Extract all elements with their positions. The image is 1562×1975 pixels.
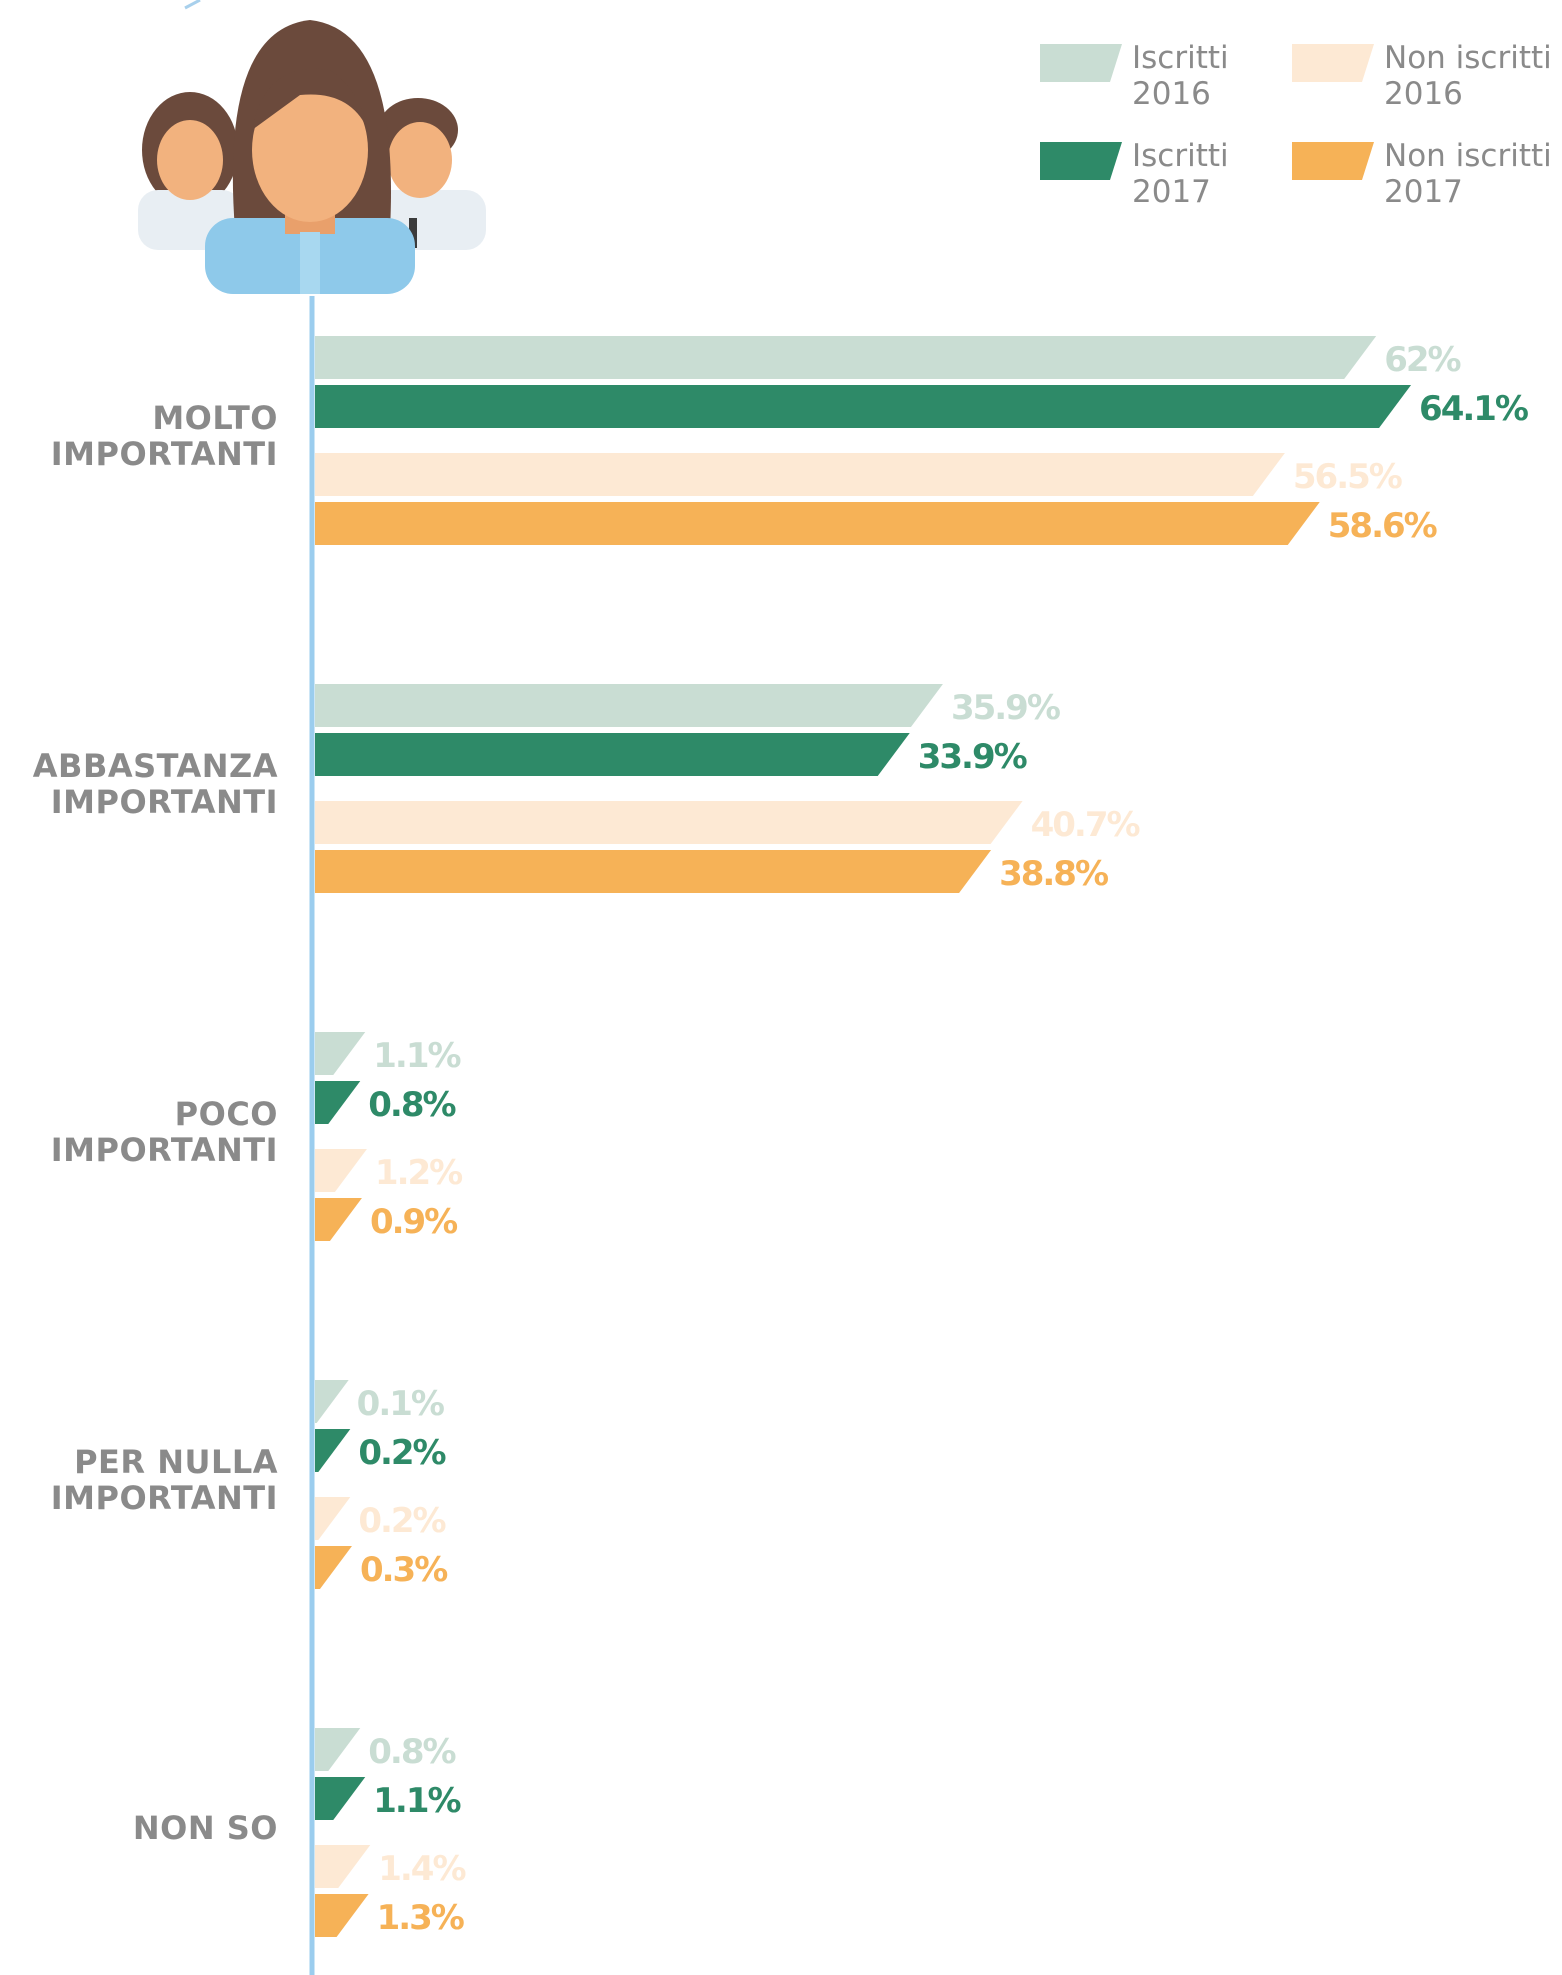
bar — [315, 801, 1023, 844]
bar — [315, 850, 992, 893]
value-label: 56.5% — [1293, 457, 1402, 497]
legend-swatch — [1292, 44, 1374, 82]
legend-label: Iscritti 2017 — [1132, 138, 1229, 210]
value-label: 1.1% — [373, 1781, 460, 1821]
value-label: 38.8% — [999, 854, 1108, 894]
value-label: 33.9% — [918, 737, 1027, 777]
bar — [315, 1198, 362, 1241]
value-label: 62% — [1384, 340, 1460, 380]
legend-swatch — [1292, 142, 1374, 180]
value-label: 0.3% — [360, 1550, 447, 1590]
value-label: 0.8% — [368, 1085, 455, 1125]
category-label: PER NULLA IMPORTANTI — [50, 1443, 278, 1517]
category-label: POCO IMPORTANTI — [50, 1095, 278, 1169]
bar — [315, 1429, 351, 1472]
bar — [315, 1081, 361, 1124]
value-label: 0.9% — [370, 1202, 457, 1242]
category-label: ABBASTANZA IMPORTANTI — [32, 747, 278, 821]
legend-label: Non iscritti 2017 — [1384, 138, 1552, 210]
bar — [315, 1894, 369, 1937]
bar — [315, 1728, 361, 1771]
category-label: MOLTO IMPORTANTI — [50, 399, 278, 473]
value-label: 1.2% — [375, 1153, 462, 1193]
value-label: 64.1% — [1419, 389, 1528, 429]
bar — [315, 502, 1320, 545]
value-label: 1.1% — [373, 1036, 460, 1076]
bar — [315, 1777, 366, 1820]
bar — [315, 336, 1377, 379]
bar — [315, 1497, 351, 1540]
legend-swatch — [1040, 142, 1122, 180]
bar — [315, 1380, 349, 1423]
value-label: 0.2% — [358, 1433, 445, 1473]
value-label: 1.4% — [378, 1849, 465, 1889]
category-label: NON SO — [132, 1809, 278, 1847]
value-label: 40.7% — [1031, 805, 1140, 845]
legend-label: Non iscritti 2016 — [1384, 40, 1552, 112]
value-label: 0.2% — [358, 1501, 445, 1541]
bar — [315, 453, 1285, 496]
bar — [315, 385, 1412, 428]
legend-swatch — [1040, 44, 1122, 82]
bar — [315, 1845, 371, 1888]
value-label: 0.8% — [368, 1732, 455, 1772]
legend-label: Iscritti 2016 — [1132, 40, 1229, 112]
bar — [315, 1032, 366, 1075]
bar — [315, 1149, 367, 1192]
value-label: 58.6% — [1328, 506, 1437, 546]
bar — [315, 1546, 352, 1589]
people-illustration — [138, 0, 486, 294]
value-label: 0.1% — [357, 1384, 444, 1424]
value-label: 1.3% — [377, 1898, 464, 1938]
value-label: 35.9% — [951, 688, 1060, 728]
bar — [315, 733, 910, 776]
bar — [315, 684, 943, 727]
